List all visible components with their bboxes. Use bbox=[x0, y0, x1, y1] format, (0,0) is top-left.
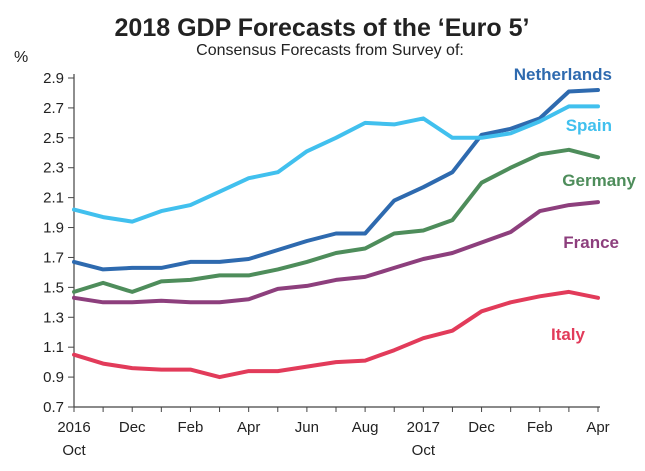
y-tick-label: 1.1 bbox=[43, 339, 64, 356]
series-label-france: France bbox=[563, 233, 619, 252]
series-label-spain: Spain bbox=[566, 116, 612, 135]
chart-title: 2018 GDP Forecasts of the ‘Euro 5’ bbox=[115, 14, 530, 42]
series-labels: Netherlands Spain Germany France Italy bbox=[514, 65, 637, 344]
x-tick-label: Dec bbox=[119, 419, 146, 436]
y-tick-label: 2.9 bbox=[43, 70, 64, 87]
x-tick-label: Apr bbox=[586, 419, 609, 436]
x-tick-label: Feb bbox=[178, 419, 204, 436]
x-tick-label-secondary: Oct bbox=[62, 442, 86, 459]
series-lines bbox=[72, 88, 600, 380]
x-tick-label: Dec bbox=[468, 419, 495, 436]
y-tick-label: 2.5 bbox=[43, 130, 64, 147]
series-label-germany: Germany bbox=[562, 171, 636, 190]
y-tick-label: 2.1 bbox=[43, 190, 64, 207]
chart-subtitle: Consensus Forecasts from Survey of: bbox=[196, 42, 464, 59]
series-label-netherlands: Netherlands bbox=[514, 65, 612, 84]
y-tick-label: 0.9 bbox=[43, 369, 64, 386]
series-line-germany bbox=[72, 147, 600, 294]
x-tick-label: Aug bbox=[352, 419, 379, 436]
x-tick-label: 2017 bbox=[407, 419, 440, 436]
x-tick-label: Feb bbox=[527, 419, 553, 436]
axes: 0.7 0.9 1.1 1.3 1.5 1.7 1.9 2.1 2.3 2.5 2.7 2.9 2016… bbox=[43, 70, 610, 459]
series-line-italy bbox=[72, 289, 600, 380]
x-tick-label: 2016 bbox=[57, 419, 90, 436]
series-line-spain bbox=[72, 104, 600, 224]
x-tick-label: Jun bbox=[295, 419, 319, 436]
series-line-netherlands bbox=[72, 88, 600, 272]
y-tick-label: 1.9 bbox=[43, 220, 64, 237]
y-axis-unit-label: % bbox=[14, 49, 28, 66]
y-tick-label: 1.5 bbox=[43, 279, 64, 296]
y-tick-label: 2.7 bbox=[43, 100, 64, 117]
series-line-france bbox=[72, 200, 600, 305]
x-tick-label-secondary: Oct bbox=[412, 442, 436, 459]
y-tick-label: 0.7 bbox=[43, 399, 64, 416]
x-tick-label: Apr bbox=[237, 419, 260, 436]
y-tick-label: 1.7 bbox=[43, 249, 64, 266]
series-label-italy: Italy bbox=[551, 325, 586, 344]
y-tick-label: 1.3 bbox=[43, 309, 64, 326]
y-tick-label: 2.3 bbox=[43, 160, 64, 177]
